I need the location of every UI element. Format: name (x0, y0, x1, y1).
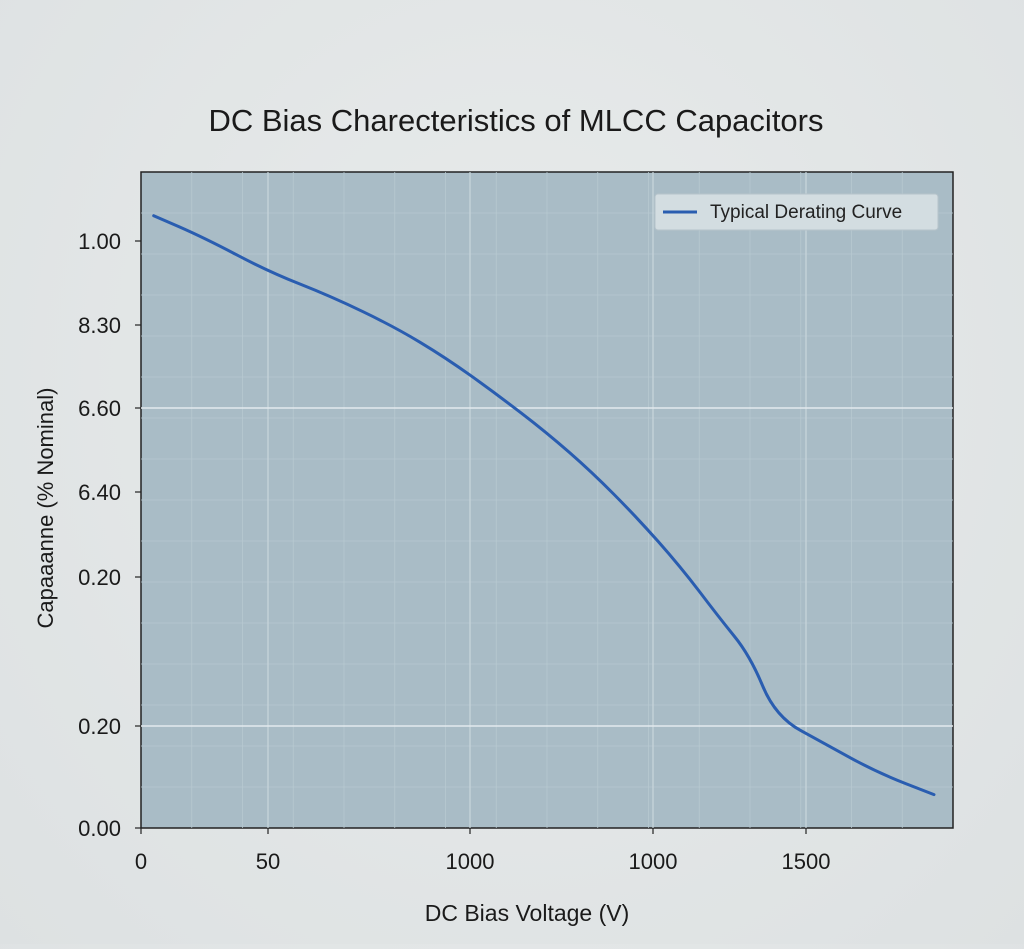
y-tick-label: 6.60 (78, 396, 121, 421)
series-line (152, 214, 936, 797)
axis-ticks: 0 50 1000 1000 1500 0.00 0.20 0.20 6.40 6.60 8.30 1… (78, 229, 830, 874)
x-axis-label: DC Bias Voltage (V) (425, 900, 630, 926)
x-tick-label: 50 (256, 849, 280, 874)
y-tick-label: 1.00 (78, 229, 121, 254)
x-tick-label: 1500 (782, 849, 831, 874)
series-layer (152, 214, 936, 797)
x-tick-label: 0 (135, 849, 147, 874)
y-tick-label: 0.20 (78, 714, 121, 739)
legend: Typical Derating Curve (654, 193, 939, 231)
legend-box (654, 193, 939, 231)
y-tick-label: 8.30 (78, 313, 121, 338)
y-tick-label: 6.40 (78, 480, 121, 505)
x-tick-label: 1000 (629, 849, 678, 874)
legend-label: Typical Derating Curve (710, 202, 902, 223)
y-axis-label: Capaaanne (% Nominal) (33, 388, 58, 629)
x-tick-label: 1000 (446, 849, 495, 874)
y-tick-label: 0.00 (78, 816, 121, 841)
y-tick-label: 0.20 (78, 565, 121, 590)
chart-title: DC Bias Charecteristics of MLCC Capacito… (208, 103, 823, 138)
grid (141, 172, 953, 828)
